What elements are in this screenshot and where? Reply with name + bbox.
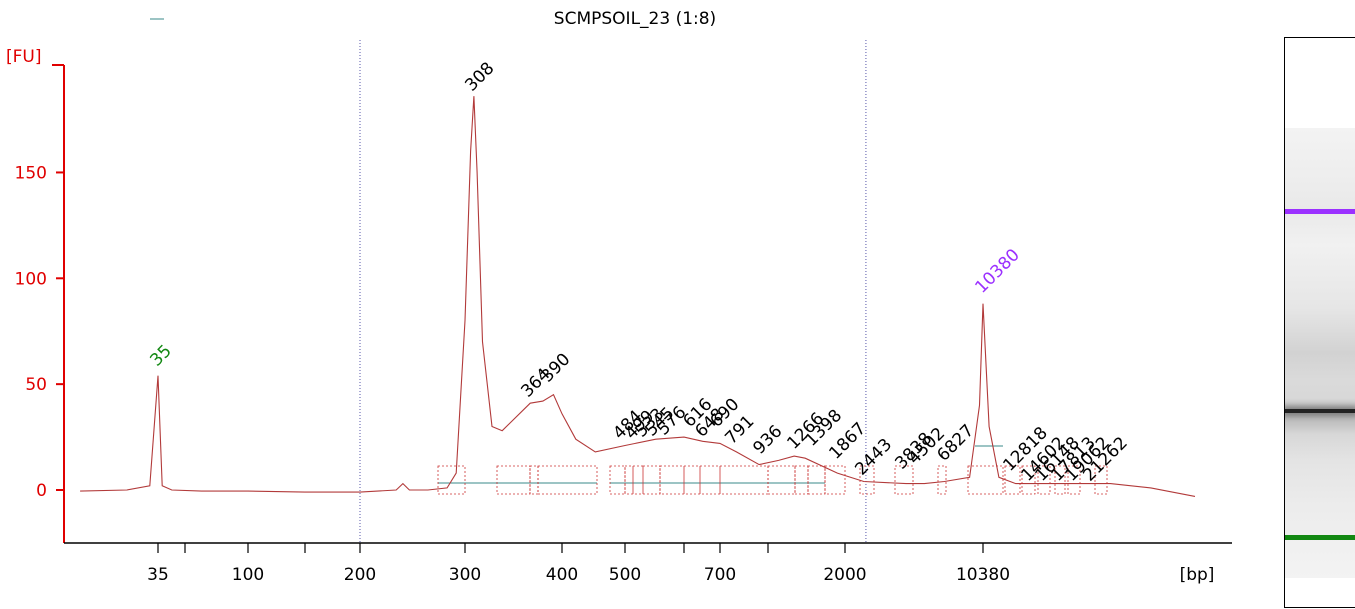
- peak-label: 10380: [971, 245, 1023, 297]
- x-tick-label: 500: [609, 565, 641, 585]
- peak-boundary-box: [642, 465, 661, 495]
- gel-lane-background: [1285, 128, 1355, 578]
- peak-boundary-box: [767, 465, 796, 495]
- peak-label: 308: [461, 58, 498, 95]
- x-tick-label: 35: [147, 565, 169, 585]
- peak-label: 35: [146, 341, 175, 370]
- signal-trace: [80, 96, 1196, 497]
- peak-boundary-box: [1021, 465, 1036, 495]
- y-tick-label: 50: [25, 375, 47, 395]
- peak-boundary-box: [496, 465, 531, 495]
- peak-boundary-box: [1054, 465, 1066, 495]
- peak-boundary-box: [1067, 465, 1081, 495]
- peak-boundary-box: [859, 465, 875, 495]
- gel-band-lower-marker: [1285, 535, 1355, 540]
- x-tick-label: 400: [546, 565, 578, 585]
- peak-boundary-box: [699, 465, 721, 495]
- peak-boundary-box: [632, 465, 644, 495]
- x-tick-label: 10380: [956, 565, 1010, 585]
- x-tick-label: 200: [344, 565, 376, 585]
- peak-boundary-box: [683, 465, 701, 495]
- gel-band-upper-marker: [1285, 209, 1355, 214]
- x-tick-label: 100: [232, 565, 264, 585]
- peak-boundary-box: [894, 465, 914, 495]
- y-tick-label: 0: [36, 481, 47, 501]
- gel-lane: [1284, 37, 1355, 608]
- peak-boundary-box: [659, 465, 685, 495]
- y-tick-label: 150: [15, 163, 47, 183]
- peak-boundary-box: [967, 465, 1004, 495]
- peak-boundary-box: [609, 465, 626, 495]
- peak-boundary-box: [437, 465, 466, 495]
- x-tick-label: 300: [449, 565, 481, 585]
- y-axis-label: [FU]: [6, 47, 42, 67]
- y-tick-label: 100: [15, 269, 47, 289]
- chart-title: SCMPSOIL_23 (1:8): [553, 9, 717, 29]
- peak-boundary-box: [529, 465, 539, 495]
- x-tick-label: 700: [704, 565, 736, 585]
- gel-band-sample: [1285, 409, 1355, 413]
- peak-boundary-box: [624, 465, 634, 495]
- peak-boundary-box: [824, 465, 846, 495]
- peak-boundary-box: [1094, 465, 1108, 495]
- peak-boundary-box: [1037, 465, 1051, 495]
- peak-boundary-box: [1004, 465, 1021, 495]
- x-tick-label: 2000: [823, 565, 866, 585]
- peak-boundary-box: [794, 465, 809, 495]
- x-axis-label: [bp]: [1180, 565, 1215, 585]
- peak-boundary-box: [537, 465, 598, 495]
- peak-boundary-box: [807, 465, 826, 495]
- peak-boundary-box: [719, 465, 769, 495]
- peak-boundary-box: [937, 465, 947, 495]
